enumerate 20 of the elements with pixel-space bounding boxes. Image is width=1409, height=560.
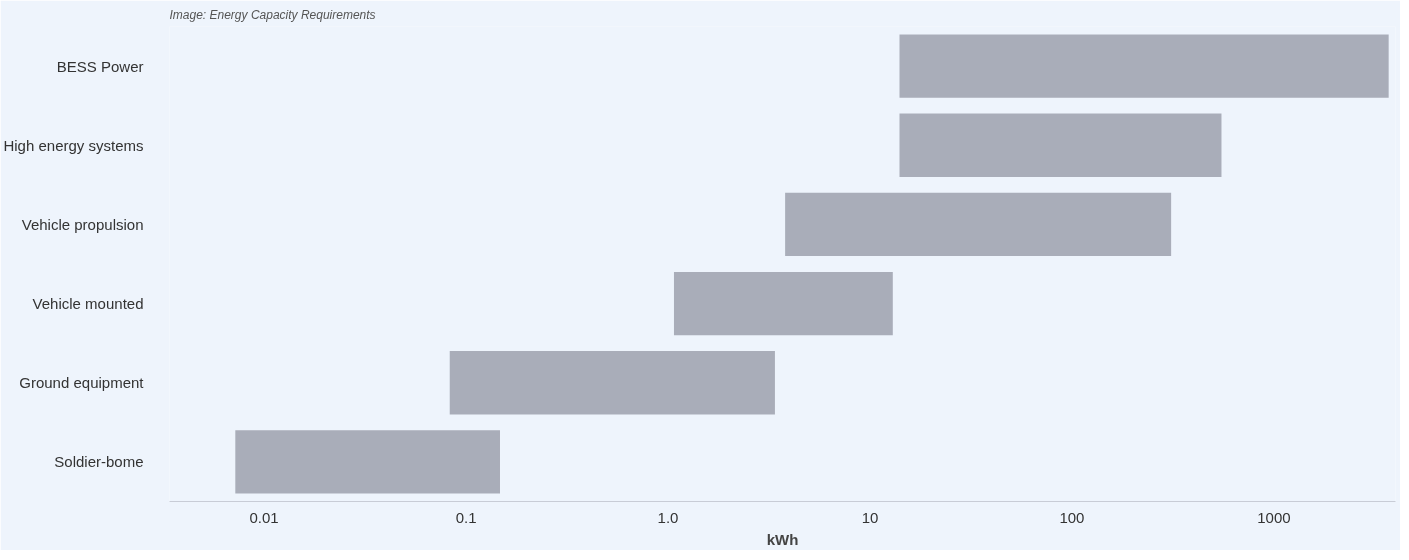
y-tick-label: BESS Power — [56, 57, 144, 75]
y-tick-label: High energy systems — [3, 136, 144, 154]
bar — [899, 34, 1389, 98]
bar — [673, 271, 893, 336]
y-tick-label: Vehicle mounted — [32, 295, 144, 313]
x-tick-label: 10 — [861, 508, 879, 526]
y-tick-label: Vehicle propulsion — [21, 215, 144, 233]
bar — [899, 113, 1222, 177]
x-tick-label: 0.01 — [249, 508, 279, 526]
x-tick-label: 1.0 — [657, 508, 679, 526]
x-axis-title: kWh — [766, 530, 799, 548]
bar — [785, 192, 1172, 257]
y-tick-label: Soldier-bome — [54, 453, 144, 471]
y-tick-label: Ground equipment — [19, 374, 145, 392]
x-tick-label: 0.1 — [455, 508, 477, 526]
x-tick-label: 100 — [1059, 508, 1085, 526]
x-tick-label: 1000 — [1257, 508, 1291, 526]
bar — [235, 430, 500, 494]
bar — [449, 351, 775, 415]
chart-title: Image: Energy Capacity Requirements — [169, 7, 376, 22]
